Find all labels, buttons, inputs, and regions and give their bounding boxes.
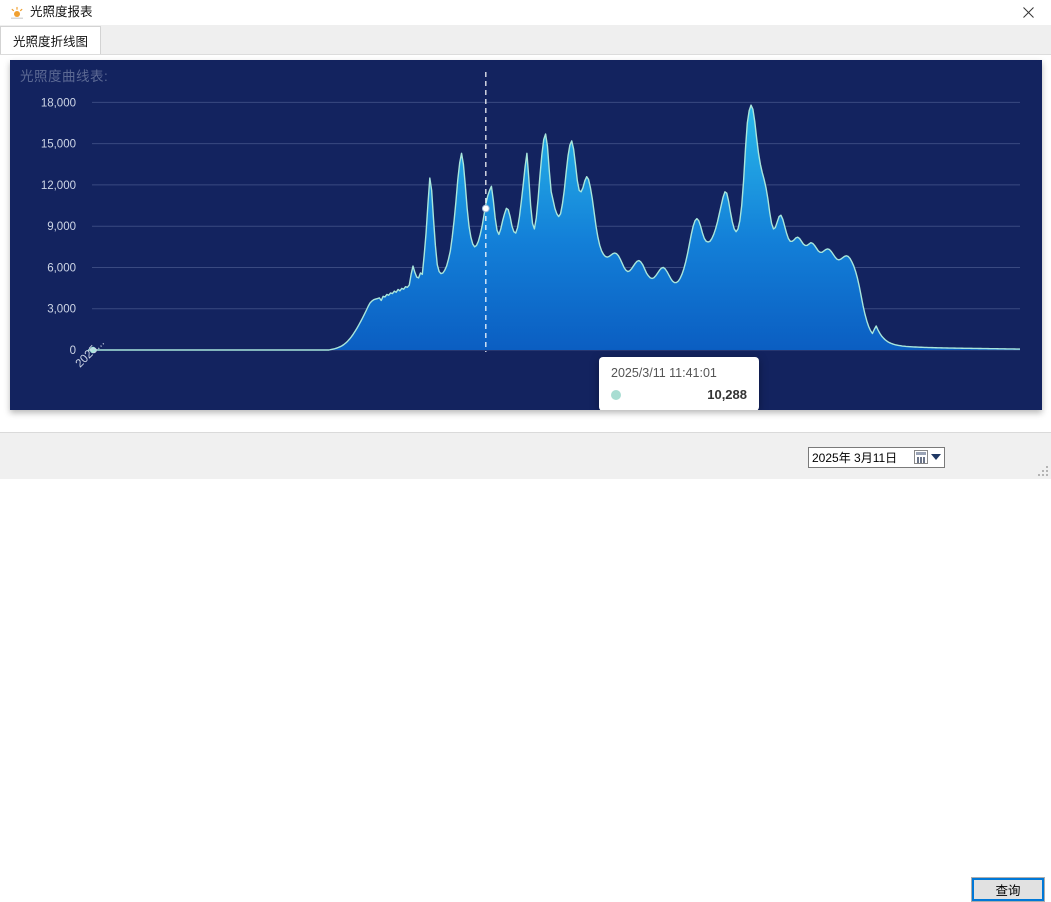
title-bar: 光照度报表 [0,0,1051,25]
y-axis-labels: 0 3,000 6,000 9,000 12,000 15,000 18,000 [41,97,76,357]
chart-tooltip: 2025/3/11 11:41:01 10,288 [599,357,759,410]
svg-text:9,000: 9,000 [47,221,76,233]
svg-text:15,000: 15,000 [41,139,76,151]
tooltip-value: 10,288 [707,387,747,402]
calendar-icon[interactable] [914,450,928,464]
svg-text:3,000: 3,000 [47,304,76,316]
svg-text:6,000: 6,000 [47,262,76,274]
query-button[interactable]: 查询 [971,877,1045,902]
window-title: 光照度报表 [30,5,93,19]
date-picker-value: 2025年 3月11日 [812,451,898,465]
chevron-down-icon[interactable] [931,454,941,460]
tab-strip: 光照度折线图 [0,25,1051,55]
svg-text:12,000: 12,000 [41,180,76,192]
date-picker[interactable]: 2025年 3月11日 [808,447,945,468]
tooltip-timestamp: 2025/3/11 11:41:01 [611,366,717,380]
x-axis-tick-label: 2025... [74,337,107,370]
query-button-label: 查询 [995,884,1021,898]
close-icon [1022,7,1034,18]
hover-point-marker [481,204,490,213]
data-line [88,104,1021,351]
illuminance-area-chart[interactable]: 0 3,000 6,000 9,000 12,000 15,000 18,000 2025.… [10,60,1042,410]
tab-illuminance-line-chart[interactable]: 光照度折线图 [0,26,102,54]
axis-origin-marker [89,346,97,354]
chart-panel: 光照度曲线表: 0 3,000 6,000 9,000 12,000 15,000 18,0… [10,60,1042,410]
tooltip-series-dot [611,389,621,400]
svg-text:18,000: 18,000 [41,97,76,109]
resize-grip[interactable] [1037,465,1049,477]
area-fill [88,105,1020,350]
chart-title: 光照度曲线表: [20,69,109,84]
tab-label: 光照度折线图 [13,35,89,49]
svg-text:0: 0 [70,345,76,357]
close-button[interactable] [1005,0,1051,25]
footer-bar: 2025年 3月11日 查询 [0,432,1051,902]
sun-icon [10,6,24,20]
